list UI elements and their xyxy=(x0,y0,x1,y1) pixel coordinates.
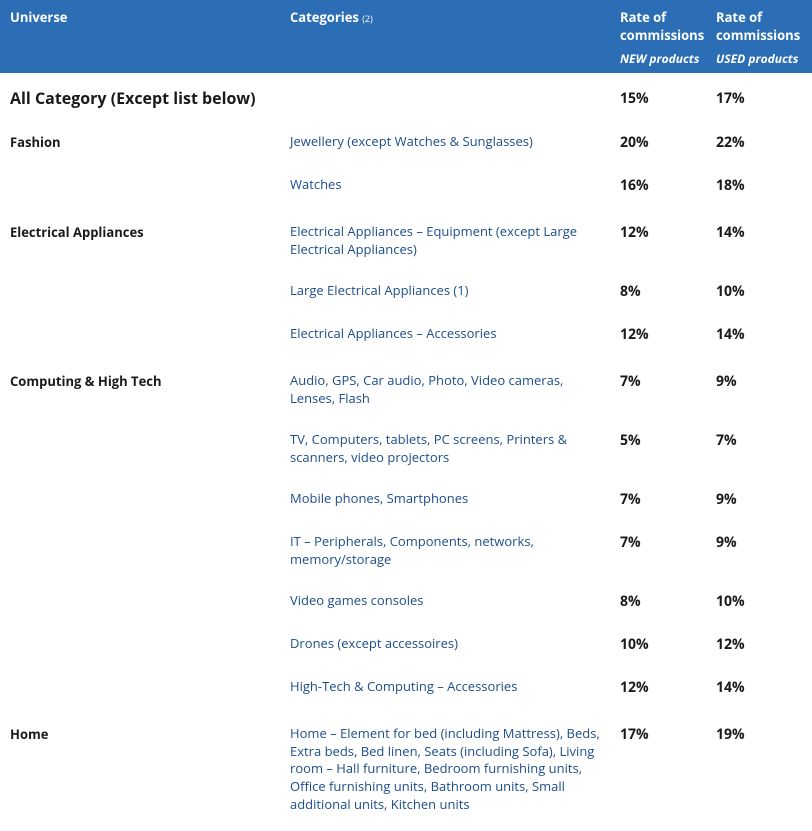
cell-rate-used: 22% xyxy=(716,133,812,152)
header-rate-new-l1: Rate of xyxy=(620,8,666,26)
cell-category: Mobile phones, Smartphones xyxy=(290,490,620,508)
cell-rate-new: 8% xyxy=(620,282,716,301)
cell-rate-used: 14% xyxy=(716,678,812,697)
group-gap xyxy=(0,352,812,362)
cell-rate-used: 10% xyxy=(716,592,812,611)
cell-rate-used: 14% xyxy=(716,325,812,344)
group: HomeHome – Element for bed (including Ma… xyxy=(0,715,812,821)
cell-rate-new: 7% xyxy=(620,490,716,509)
table-row: Watches16%18% xyxy=(0,166,812,203)
cell-rate-new: 20% xyxy=(620,133,716,152)
commission-table: Universe Categories (2) Rate of commissi… xyxy=(0,0,812,831)
table-row: IT – Peripherals, Components, networks, … xyxy=(0,523,812,576)
cell-rate-new: 12% xyxy=(620,325,716,344)
all-category-row: All Category (Except list below) 15% 17% xyxy=(0,73,812,123)
cell-rate-new: 16% xyxy=(620,176,716,195)
cell-category: Watches xyxy=(290,176,620,194)
header-rate-new-sub: NEW products xyxy=(620,50,708,67)
table-row: Video games consoles8%10% xyxy=(0,582,812,619)
cell-category: Electrical Appliances – Accessories xyxy=(290,325,620,343)
header-categories-footnote: (2) xyxy=(362,12,372,25)
cell-rate-new: 12% xyxy=(620,678,716,697)
table-row: High-Tech & Computing – Accessories12%14… xyxy=(0,668,812,705)
group-gap xyxy=(0,705,812,715)
header-categories: Categories (2) xyxy=(290,8,620,26)
table-row: FashionJewellery (except Watches & Sungl… xyxy=(0,123,812,160)
header-categories-label: Categories xyxy=(290,8,359,26)
cell-universe: Computing & High Tech xyxy=(0,372,290,390)
header-universe: Universe xyxy=(0,8,290,26)
cell-rate-used: 18% xyxy=(716,176,812,195)
table-row: Electrical Appliances – Accessories12%14… xyxy=(0,315,812,352)
table-row: Electrical AppliancesElectrical Applianc… xyxy=(0,213,812,266)
header-rate-new-l2: commissions xyxy=(620,26,704,44)
table-row: HomeHome – Element for bed (including Ma… xyxy=(0,715,812,821)
cell-rate-used: 9% xyxy=(716,490,812,509)
header-rate-used-l2: commissions xyxy=(716,26,800,44)
cell-category: TV, Computers, tablets, PC screens, Prin… xyxy=(290,431,620,466)
all-category-label: All Category (Except list below) xyxy=(0,87,290,109)
group: FashionJewellery (except Watches & Sungl… xyxy=(0,123,812,203)
cell-category: High-Tech & Computing – Accessories xyxy=(290,678,620,696)
cell-category: Drones (except accessoires) xyxy=(290,635,620,653)
cell-category: Home – Element for bed (including Mattre… xyxy=(290,725,620,813)
cell-rate-used: 12% xyxy=(716,635,812,654)
table-row: Large Electrical Appliances (1)8%10% xyxy=(0,272,812,309)
header-rate-used-l1: Rate of xyxy=(716,8,762,26)
table-row: TV, Computers, tablets, PC screens, Prin… xyxy=(0,421,812,474)
all-category-used: 17% xyxy=(716,89,812,108)
all-category-new: 15% xyxy=(620,89,716,108)
cell-rate-used: 7% xyxy=(716,431,812,450)
table-body: FashionJewellery (except Watches & Sungl… xyxy=(0,123,812,831)
cell-rate-new: 7% xyxy=(620,372,716,391)
cell-category: IT – Peripherals, Components, networks, … xyxy=(290,533,620,568)
cell-rate-new: 12% xyxy=(620,223,716,242)
cell-rate-new: 17% xyxy=(620,725,716,744)
header-rate-used: Rate of commissions USED products xyxy=(716,8,812,67)
cell-rate-new: 8% xyxy=(620,592,716,611)
table-row: Mobile phones, Smartphones7%9% xyxy=(0,480,812,517)
group-gap xyxy=(0,203,812,213)
group-gap xyxy=(0,821,812,831)
cell-category: Video games consoles xyxy=(290,592,620,610)
table-header: Universe Categories (2) Rate of commissi… xyxy=(0,0,812,73)
cell-rate-used: 10% xyxy=(716,282,812,301)
header-rate-new: Rate of commissions NEW products xyxy=(620,8,716,67)
cell-rate-new: 5% xyxy=(620,431,716,450)
table-row: Drones (except accessoires)10%12% xyxy=(0,625,812,662)
cell-universe: Fashion xyxy=(0,133,290,151)
table-row: Computing & High TechAudio, GPS, Car aud… xyxy=(0,362,812,415)
cell-rate-used: 9% xyxy=(716,372,812,391)
cell-universe: Electrical Appliances xyxy=(0,223,290,241)
cell-category: Jewellery (except Watches & Sunglasses) xyxy=(290,133,620,151)
cell-category: Audio, GPS, Car audio, Photo, Video came… xyxy=(290,372,620,407)
cell-category: Electrical Appliances – Equipment (excep… xyxy=(290,223,620,258)
cell-rate-new: 10% xyxy=(620,635,716,654)
cell-category: Large Electrical Appliances (1) xyxy=(290,282,620,300)
cell-universe: Home xyxy=(0,725,290,743)
cell-rate-used: 19% xyxy=(716,725,812,744)
cell-rate-used: 14% xyxy=(716,223,812,242)
group: Computing & High TechAudio, GPS, Car aud… xyxy=(0,362,812,705)
header-rate-used-sub: USED products xyxy=(716,50,804,67)
cell-rate-used: 9% xyxy=(716,533,812,552)
cell-rate-new: 7% xyxy=(620,533,716,552)
group: Electrical AppliancesElectrical Applianc… xyxy=(0,213,812,352)
